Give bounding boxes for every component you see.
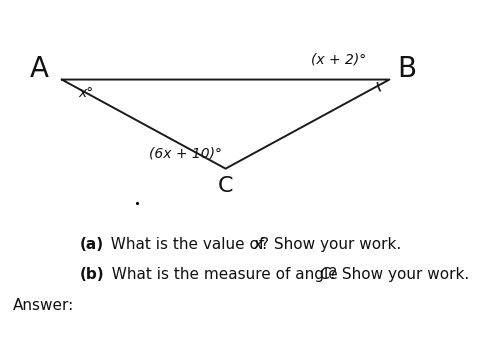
Text: C: C bbox=[218, 176, 233, 196]
Text: What is the value of: What is the value of bbox=[101, 237, 270, 252]
Text: ? Show your work.: ? Show your work. bbox=[261, 237, 402, 252]
Text: (a): (a) bbox=[79, 237, 103, 252]
Text: What is the measure of angle: What is the measure of angle bbox=[102, 267, 343, 282]
Text: ? Show your work.: ? Show your work. bbox=[329, 267, 469, 282]
Text: (6x + 10)°: (6x + 10)° bbox=[149, 146, 222, 160]
Text: x°: x° bbox=[78, 86, 94, 100]
Text: C: C bbox=[319, 267, 330, 282]
Text: x: x bbox=[253, 237, 262, 252]
Text: (b): (b) bbox=[79, 267, 104, 282]
Text: Answer:: Answer: bbox=[13, 298, 74, 313]
Text: (x + 2)°: (x + 2)° bbox=[311, 53, 366, 67]
Text: A: A bbox=[30, 55, 49, 83]
Text: B: B bbox=[397, 55, 416, 83]
